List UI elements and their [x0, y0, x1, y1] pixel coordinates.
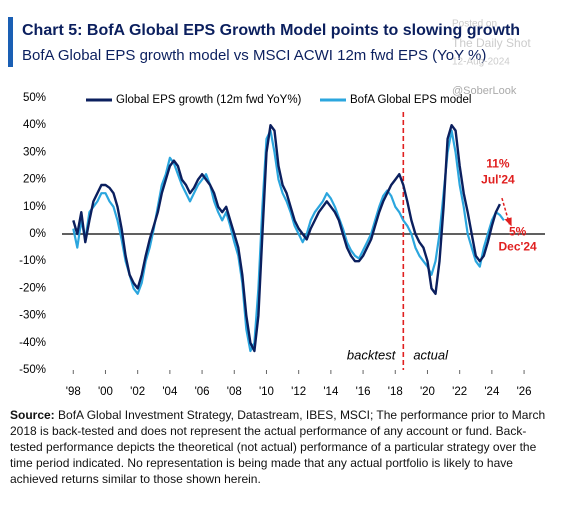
y-tick-label: 0% [29, 228, 46, 240]
x-tick-label: '98 [66, 386, 81, 398]
divider-label: backtest [347, 347, 397, 362]
x-tick-label: '10 [259, 386, 274, 398]
x-tick-label: '18 [388, 386, 403, 398]
annotation-value: 11% [486, 156, 510, 170]
title-bar [8, 17, 13, 67]
watermark: Posted on [452, 19, 497, 30]
x-tick-label: '04 [162, 386, 178, 398]
y-tick-label: 50% [23, 92, 46, 104]
x-tick-label: '12 [291, 386, 306, 398]
series-line [72, 129, 505, 353]
x-tick-label: '14 [323, 386, 339, 398]
x-tick-label: '26 [517, 386, 532, 398]
watermark: The Daily Shot [452, 36, 531, 50]
source-note: Source: BofA Global Investment Strategy,… [10, 407, 550, 487]
source-text: BofA Global Investment Strategy, Datastr… [10, 408, 546, 486]
x-tick-label: '24 [484, 386, 500, 398]
x-tick-label: '00 [98, 386, 113, 398]
y-tick-label: 30% [23, 146, 46, 158]
series-line [72, 124, 501, 353]
y-tick-label: -50% [19, 364, 46, 376]
y-tick-label: -10% [19, 255, 46, 267]
watermark: @SoberLook [452, 85, 517, 97]
annotation-date: Jul'24 [481, 172, 515, 186]
annotation-value: 5% [509, 225, 527, 239]
y-tick-label: 20% [23, 174, 46, 186]
watermark: 12-Aug-2024 [452, 57, 510, 68]
chart-title: Chart 5: BofA Global EPS Growth Model po… [22, 22, 520, 39]
annotation-date: Dec'24 [499, 240, 538, 254]
divider-label: actual [413, 347, 449, 362]
y-tick-label: 40% [23, 119, 46, 131]
legend-label: Global EPS growth (12m fwd YoY%) [116, 94, 302, 106]
y-tick-label: 10% [23, 201, 46, 213]
legend-label: BofA Global EPS model [350, 94, 471, 106]
x-tick-label: '22 [452, 386, 467, 398]
x-tick-label: '02 [130, 386, 145, 398]
source-label: Source: [10, 408, 55, 422]
chart: Chart 5: BofA Global EPS Growth Model po… [8, 17, 545, 398]
y-tick-label: -20% [19, 282, 46, 294]
x-tick-label: '08 [227, 386, 242, 398]
chart-subtitle: BofA Global EPS growth model vs MSCI ACW… [22, 47, 486, 64]
x-tick-label: '06 [195, 386, 210, 398]
y-tick-label: -40% [19, 337, 46, 349]
x-tick-label: '20 [420, 386, 435, 398]
x-tick-label: '16 [356, 386, 371, 398]
annotation-arrowhead [504, 217, 512, 227]
y-tick-label: -30% [19, 310, 46, 322]
